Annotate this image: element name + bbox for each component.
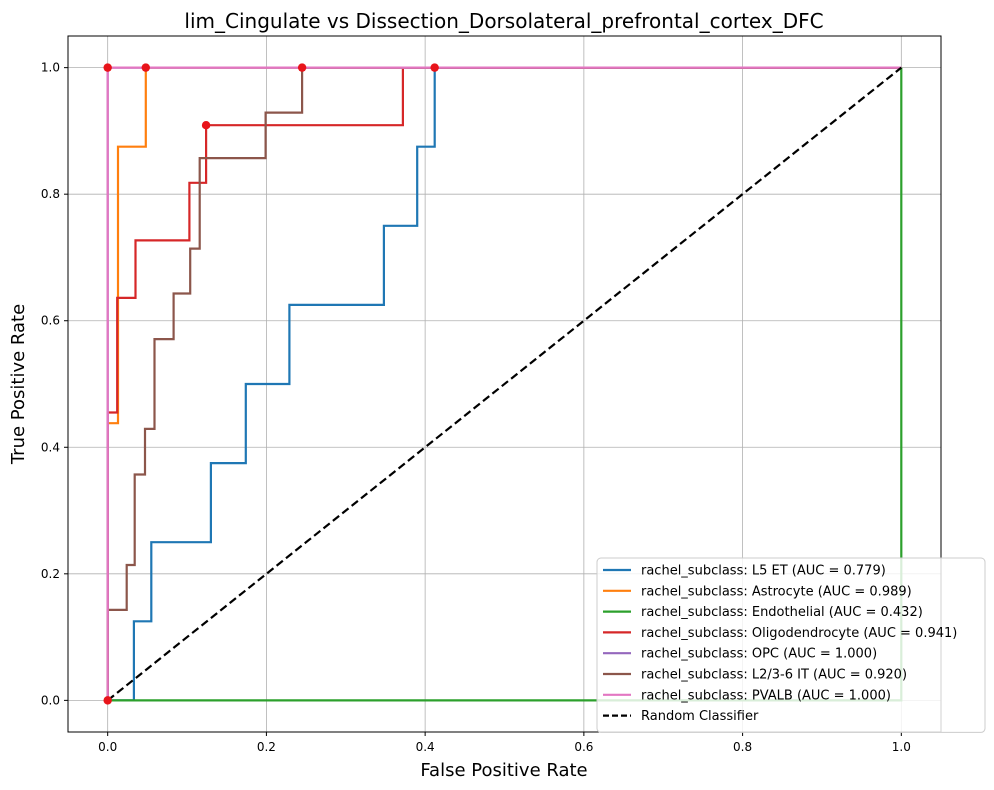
roc-marker bbox=[141, 63, 150, 72]
x-tick-label: 0.2 bbox=[257, 740, 276, 754]
legend-label: rachel_subclass: L5 ET (AUC = 0.779) bbox=[641, 564, 886, 579]
series-line-0 bbox=[107, 66, 902, 702]
x-ticks: 0.0 0.2 0.4 0.6 0.8 1.0 bbox=[98, 732, 911, 754]
legend: rachel_subclass: L5 ET (AUC = 0.779) rach… bbox=[596, 557, 986, 733]
y-axis-label: True Positive Rate bbox=[8, 304, 29, 465]
roc-marker bbox=[201, 121, 211, 130]
legend-label: rachel_subclass: PVALB (AUC = 1.000) bbox=[641, 688, 891, 703]
y-tick-label: 1.0 bbox=[41, 61, 60, 75]
series-line-7 bbox=[107, 66, 902, 702]
x-tick-label: 0.0 bbox=[98, 740, 117, 754]
legend-label: rachel_subclass: OPC (AUC = 1.000) bbox=[641, 647, 877, 662]
roc-marker bbox=[430, 63, 439, 72]
y-tick-label: 0.0 bbox=[41, 693, 60, 707]
y-tick-label: 0.2 bbox=[41, 567, 60, 581]
series-line-5 bbox=[106, 66, 902, 701]
x-tick-label: 0.8 bbox=[733, 740, 752, 754]
y-tick-label: 0.6 bbox=[41, 314, 60, 328]
legend-label: Random Classifier bbox=[641, 709, 759, 724]
legend-label: rachel_subclass: Astrocyte (AUC = 0.989) bbox=[641, 584, 912, 599]
roc-marker bbox=[103, 696, 112, 705]
roc-marker bbox=[103, 63, 112, 72]
roc-markers bbox=[103, 63, 439, 705]
legend-label: rachel_subclass: Endothelial (AUC = 0.43… bbox=[641, 605, 923, 620]
plot-frame bbox=[67, 35, 942, 733]
x-tick-label: 0.4 bbox=[416, 740, 435, 754]
y-tick-label: 0.8 bbox=[41, 187, 60, 201]
y-tick-label: 0.4 bbox=[41, 440, 60, 454]
y-ticks: 0.0 0.2 0.4 0.6 0.8 1.0 bbox=[41, 61, 68, 707]
legend-label: rachel_subclass: L2/3-6 IT (AUC = 0.920) bbox=[641, 668, 907, 683]
legend-label: rachel_subclass: Oligodendrocyte (AUC = … bbox=[641, 626, 957, 641]
legend-box bbox=[596, 557, 986, 733]
x-tick-label: 0.6 bbox=[574, 740, 593, 754]
series-line-3 bbox=[106, 66, 902, 701]
chart-title: lim_Cingulate vs Dissection_Dorsolateral… bbox=[184, 9, 823, 33]
x-axis-label: False Positive Rate bbox=[420, 760, 587, 781]
x-tick-label: 1.0 bbox=[892, 740, 911, 754]
roc-marker bbox=[297, 63, 307, 72]
